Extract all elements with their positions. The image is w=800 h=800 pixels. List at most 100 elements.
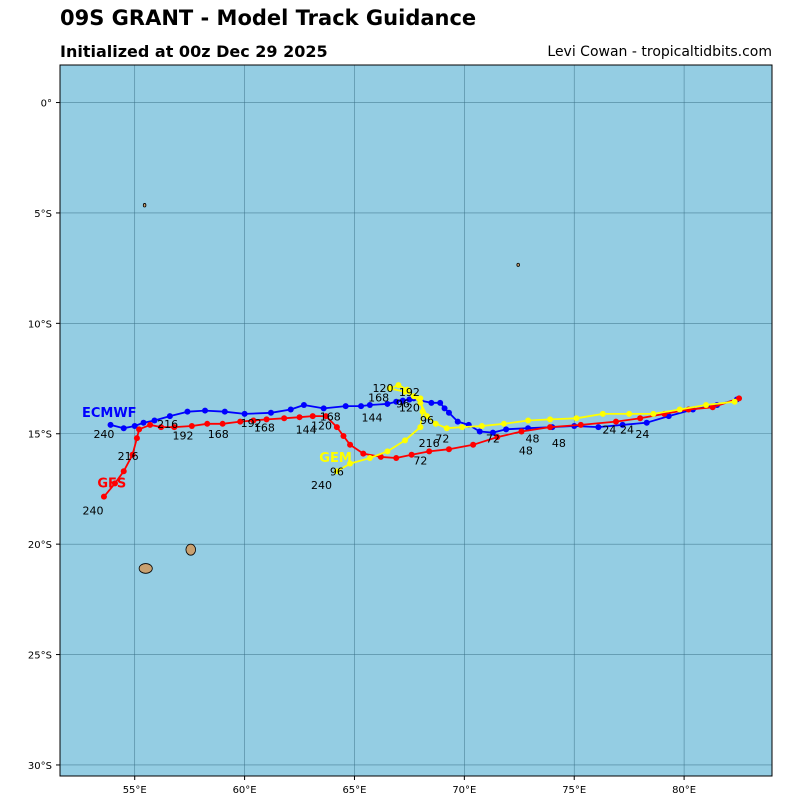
ecmwf-track-point <box>342 403 349 410</box>
gfs-track <box>100 395 743 500</box>
gfs-track-point <box>426 448 433 455</box>
model-tracks <box>100 382 743 500</box>
ecmwf-track-point <box>619 421 626 428</box>
gfs-track-point <box>296 414 303 421</box>
gfs-track-point <box>322 413 329 420</box>
gem-hour-label: 216 <box>419 437 440 450</box>
ecmwf-track-point <box>120 425 127 432</box>
ecmwf-track-point <box>287 406 294 413</box>
gem-track-point <box>432 420 439 427</box>
gem-track-point <box>402 437 409 444</box>
gem-track-point <box>417 395 424 402</box>
gem-track-point <box>599 410 606 417</box>
ecmwf-model-label: ECMWF <box>82 406 137 421</box>
ecmwf-track-point <box>151 417 158 424</box>
gfs-hour-label: 216 <box>118 450 139 463</box>
ecmwf-track-point <box>184 408 191 415</box>
gfs-hour-label: 120 <box>311 419 332 432</box>
island-reunion <box>138 563 153 574</box>
gem-track-point <box>366 455 373 462</box>
gfs-track-point <box>518 428 525 435</box>
gfs-hour-label: 192 <box>241 417 262 430</box>
gfs-track-point <box>577 421 584 428</box>
ecmwf-hour-label: 96 <box>420 414 434 427</box>
gem-track-point <box>650 410 657 417</box>
ecmwf-track-point <box>489 429 496 436</box>
island-mauritius <box>185 543 196 556</box>
gfs-track-point <box>219 420 226 427</box>
gfs-track-point <box>612 418 619 425</box>
ecmwf-track-point <box>267 409 274 416</box>
gem-track <box>333 382 738 475</box>
gfs-hour-label: 72 <box>413 455 427 468</box>
map-frame <box>59 64 773 777</box>
ecmwf-hour-label: 144 <box>362 412 383 425</box>
gfs-hour-label: 168 <box>320 411 341 424</box>
gem-hour-label: 72 <box>435 433 449 446</box>
gfs-track-point <box>340 432 347 439</box>
gfs-track-point <box>360 450 367 457</box>
ecmwf-hour-label: 216 <box>157 418 178 431</box>
ecmwf-track-point <box>320 405 327 412</box>
gem-model-label: GEM <box>319 451 352 466</box>
gem-track-point <box>443 425 450 432</box>
ecmwf-track-point <box>140 419 147 426</box>
axis-ticks: 55°E 60°E 65°E 70°E 75°E 80°E 0° 5°S 10°S 15°S 20°… <box>28 99 696 796</box>
lon-tick-label: 55°E <box>123 785 147 796</box>
gfs-track-point <box>171 424 178 431</box>
gfs-track-point <box>188 423 195 430</box>
ecmwf-track-point <box>202 407 209 414</box>
gem-track-point <box>500 420 507 427</box>
gfs-track-point <box>709 404 716 411</box>
credit-text: Levi Cowan - tropicaltidbits.com <box>547 44 772 60</box>
lat-tick-label: 5°S <box>34 209 52 220</box>
gfs-track-point <box>120 468 127 475</box>
ecmwf-track-point <box>476 428 483 435</box>
gfs-track-point <box>133 435 140 442</box>
gfs-hour-label: 24 <box>602 424 616 437</box>
ecmwf-track <box>107 395 740 436</box>
gem-track-point <box>676 406 683 413</box>
gfs-hour-label: 168 <box>208 428 229 441</box>
ecmwf-hour-label: 144 <box>296 424 317 437</box>
ecmwf-hour-label: 72 <box>486 433 500 446</box>
ecmwf-track-point <box>131 423 138 430</box>
gem-track-point <box>417 399 424 406</box>
ecmwf-track-point <box>595 424 602 431</box>
gem-track-point <box>731 398 738 405</box>
gem-track-point <box>410 393 417 400</box>
ecmwf-track-point <box>428 399 435 406</box>
gem-track-point <box>347 460 354 467</box>
ecmwf-hour-label: 240 <box>93 428 114 441</box>
init-time-subtitle: Initialized at 00z Dec 29 2025 <box>60 42 328 61</box>
gfs-track-point <box>158 424 165 431</box>
ecmwf-track-point <box>166 413 173 420</box>
gfs-hour-label: 240 <box>82 504 103 517</box>
gem-track-point <box>547 416 554 423</box>
island-agalega <box>516 262 520 267</box>
gem-track-point <box>395 382 402 389</box>
gfs-track-point <box>281 415 288 422</box>
gem-track-point <box>478 423 485 430</box>
ecmwf-track-point <box>393 398 400 405</box>
gem-hour-label: 48 <box>525 433 539 446</box>
gfs-track-point <box>547 424 554 431</box>
ecmwf-hour-label: 168 <box>254 422 275 435</box>
lat-tick-label: 10°S <box>28 319 52 330</box>
gem-track-point <box>333 468 340 475</box>
gem-track-point <box>573 415 580 422</box>
land-masses <box>138 203 520 574</box>
gfs-track-point <box>637 415 644 422</box>
gfs-track-point <box>100 493 107 500</box>
gem-hour-label: 168 <box>368 392 389 405</box>
gfs-model-label: GFS <box>97 476 126 491</box>
gfs-track-point <box>136 426 143 433</box>
gem-hour-label: 120 <box>399 402 420 415</box>
ecmwf-track-point <box>221 408 228 415</box>
gfs-track-point <box>250 417 257 424</box>
gfs-track-point <box>309 413 316 420</box>
gfs-track-point <box>237 418 244 425</box>
gem-track-point <box>384 448 391 455</box>
